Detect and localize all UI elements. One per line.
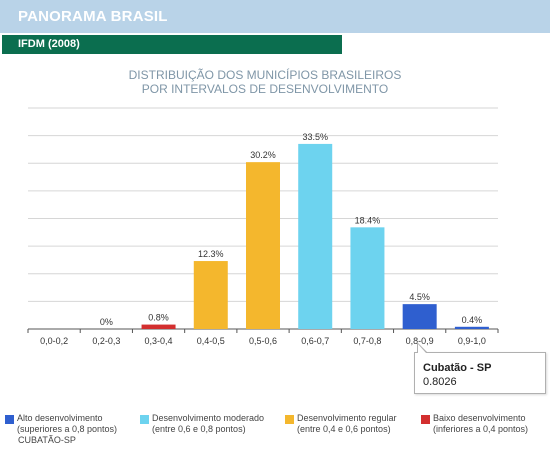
legend-swatch <box>285 415 294 424</box>
data-label: 30.2% <box>250 150 276 160</box>
bar[interactable] <box>298 143 333 329</box>
x-tick-label: 0,5-0,6 <box>249 336 277 346</box>
city-note: CUBATÃO-SP <box>18 435 76 445</box>
legend-label: Alto desenvolvimento <box>17 413 103 423</box>
tooltip-title: Cubatão - SP <box>423 362 492 374</box>
legend-item-moderado[interactable]: Desenvolvimento moderado (entre 0,6 e 0,… <box>140 413 264 435</box>
tooltip: Cubatão - SP 0.8026 <box>414 352 546 394</box>
legend-sublabel: (superiores a 0,8 pontos) <box>17 424 118 434</box>
data-label: 18.4% <box>355 215 381 225</box>
tooltip-pointer-fill <box>418 344 426 353</box>
data-label: 0.4% <box>462 315 483 325</box>
header-banner: PANORAMA BRASIL <box>0 0 550 33</box>
legend-swatch <box>5 415 14 424</box>
legend-label: Desenvolvimento regular <box>297 413 397 423</box>
data-label: 0.8% <box>148 313 169 323</box>
chart-title-line-1: DISTRIBUIÇÃO DOS MUNICÍPIOS BRASILEIROS <box>128 68 402 82</box>
legend-sublabel: (entre 0,4 e 0,6 pontos) <box>297 424 391 434</box>
data-label: 4.5% <box>409 292 430 302</box>
data-label: 0% <box>100 317 113 327</box>
subtitle-bar: IFDM (2008) <box>2 35 342 54</box>
legend-item-baixo[interactable]: Baixo desenvolvimento (inferiores a 0,4 … <box>421 413 528 435</box>
legend-swatch <box>140 415 149 424</box>
x-tick-label: 0,2-0,3 <box>92 336 120 346</box>
legend-item-alto[interactable]: Alto desenvolvimento (superiores a 0,8 p… <box>5 413 117 435</box>
chart-title: DISTRIBUIÇÃO DOS MUNICÍPIOS BRASILEIROS … <box>60 68 470 96</box>
bar[interactable] <box>454 326 489 329</box>
legend-swatch <box>421 415 430 424</box>
bar[interactable] <box>402 304 437 329</box>
tooltip-value: 0.8026 <box>423 376 457 388</box>
legend-label: Desenvolvimento moderado <box>152 413 265 423</box>
legend-sublabel: (entre 0,6 e 0,8 pontos) <box>152 424 246 434</box>
chart-title-line-2: POR INTERVALOS DE DESENVOLVIMENTO <box>141 82 389 96</box>
x-tick-label: 0,4-0,5 <box>197 336 225 346</box>
legend-label: Baixo desenvolvimento <box>433 413 526 423</box>
x-tick-label: 0,3-0,4 <box>145 336 173 346</box>
x-tick-label: 0,7-0,8 <box>353 336 381 346</box>
x-tick-label: 0,6-0,7 <box>301 336 329 346</box>
data-label: 12.3% <box>198 249 224 259</box>
x-tick-label: 0,0-0,2 <box>40 336 68 346</box>
x-tick-label: 0,9-1,0 <box>458 336 486 346</box>
x-tick-label: 0,8-0,9 <box>406 336 434 346</box>
page-title: PANORAMA BRASIL <box>18 8 168 25</box>
legend-sublabel: (inferiores a 0,4 pontos) <box>433 424 529 434</box>
legend-item-regular[interactable]: Desenvolvimento regular (entre 0,4 e 0,6… <box>285 413 397 435</box>
data-label: 33.5% <box>302 132 328 142</box>
bar[interactable] <box>350 227 385 329</box>
bar[interactable] <box>141 324 176 329</box>
page-subtitle: IFDM (2008) <box>18 38 80 50</box>
bar[interactable] <box>246 162 280 329</box>
bar[interactable] <box>193 261 228 329</box>
